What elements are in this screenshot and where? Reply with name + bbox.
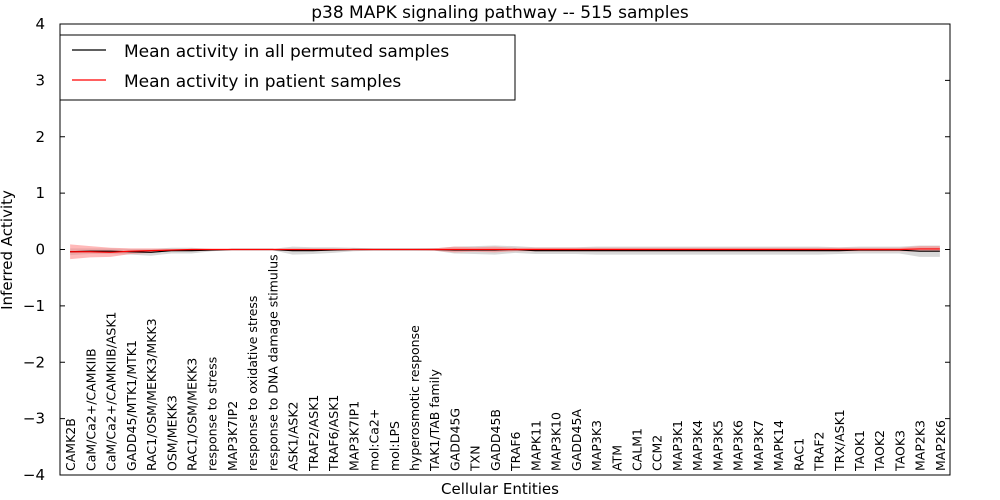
x-tick-label: TAK1/TAB family xyxy=(427,368,442,472)
legend-label-patient: Mean activity in patient samples xyxy=(124,72,401,92)
x-tick-label: CaM/Ca2+/CAMKIIB xyxy=(83,348,98,471)
y-tick-label: 3 xyxy=(35,71,45,89)
x-tick-label: MAP3K7IP2 xyxy=(225,401,240,471)
x-tick-label: RAC1 xyxy=(791,438,806,471)
x-tick-label: response to oxidative stress xyxy=(245,296,260,471)
x-tick-label: MAP2K6 xyxy=(933,420,948,471)
x-tick-label: TRAF6/ASK1 xyxy=(326,395,341,472)
y-tick-label: −3 xyxy=(23,410,45,428)
y-axis-label: Inferred Activity xyxy=(0,190,16,310)
x-tick-label: TRAF2 xyxy=(812,431,827,472)
x-tick-label: MAP3K1 xyxy=(670,420,685,471)
x-tick-label: TRX/ASK1 xyxy=(832,409,847,472)
y-tick-label: 1 xyxy=(35,184,45,202)
x-tick-label: MAPK14 xyxy=(771,420,786,471)
x-tick-label: CAMK2B xyxy=(63,418,78,471)
x-tick-label: GADD45A xyxy=(569,409,584,471)
x-tick-label: TAOK2 xyxy=(872,430,887,472)
x-tick-label: MAP3K7 xyxy=(751,420,766,471)
x-tick-label: MAP3K5 xyxy=(710,420,725,471)
x-tick-label: GADD45G xyxy=(447,408,462,471)
y-tick-label: −4 xyxy=(23,466,45,484)
legend: Mean activity in all permuted samples Me… xyxy=(59,34,516,101)
x-tick-label: mol:Ca2+ xyxy=(367,409,382,471)
x-tick-label: MAPK11 xyxy=(528,420,543,471)
series-lines xyxy=(70,248,940,253)
x-tick-label: RAC1/OSM/MEKK3 xyxy=(184,358,199,471)
x-tick-label: MAP3K3 xyxy=(589,420,604,471)
x-tick-label: MAP3K7IP1 xyxy=(346,401,361,471)
x-tick-label: OSM/MEKK3 xyxy=(164,395,179,471)
x-tick-label: GADD45/MTK1/MTK1 xyxy=(124,340,139,471)
x-tick-label: hyperosmotic response xyxy=(407,325,422,471)
x-axis-tick-labels: CAMK2B CaM/Ca2+/CAMKIIB CaM/Ca2+/CAMKIIB/A… xyxy=(63,254,948,472)
legend-label-permuted: Mean activity in all permuted samples xyxy=(124,42,449,62)
x-tick-label: MAP2K3 xyxy=(913,420,928,471)
y-tick-label: 2 xyxy=(35,128,45,146)
x-tick-label: MAP3K10 xyxy=(549,412,564,471)
uncertainty-bands xyxy=(70,244,940,260)
x-axis-label: Cellular Entities xyxy=(441,480,559,498)
x-tick-label: TAOK3 xyxy=(892,430,907,472)
x-tick-label: MAP3K4 xyxy=(690,420,705,471)
x-tick-label: MAP3K6 xyxy=(731,420,746,471)
y-tick-label: 0 xyxy=(35,241,45,259)
x-tick-label: ATM xyxy=(609,445,624,471)
x-tick-label: response to stress xyxy=(205,357,220,471)
plot-frame xyxy=(59,23,951,476)
legend-box xyxy=(59,34,516,101)
x-tick-label: TRAF6 xyxy=(508,431,523,472)
series-line-patient xyxy=(70,248,940,253)
x-tick-label: TAOK1 xyxy=(852,430,867,472)
x-tick-label: CCM2 xyxy=(650,435,665,471)
x-tick-label: ASK1/ASK2 xyxy=(286,402,301,471)
chart-title: p38 MAPK signaling pathway -- 515 sample… xyxy=(311,3,689,23)
x-tick-label: CaM/Ca2+/CAMKIIB/ASK1 xyxy=(104,312,119,471)
y-tick-label: −1 xyxy=(23,297,45,315)
y-tick-label: −2 xyxy=(23,353,45,371)
x-tick-label: CALM1 xyxy=(629,428,644,471)
y-axis-ticks: −4 −3 −2 −1 0 1 2 3 4 xyxy=(23,15,950,484)
x-tick-label: GADD45B xyxy=(488,409,503,471)
x-tick-label: response to DNA damage stimulus xyxy=(265,254,280,471)
x-tick-label: TRAF2/ASK1 xyxy=(306,395,321,472)
y-tick-label: 4 xyxy=(35,15,45,33)
x-tick-label: TXN xyxy=(468,445,483,472)
band-patient xyxy=(70,244,940,260)
x-tick-label: mol:LPS xyxy=(387,421,402,471)
x-tick-label: RAC1/OSM/MEKK3/MKK3 xyxy=(144,318,159,471)
